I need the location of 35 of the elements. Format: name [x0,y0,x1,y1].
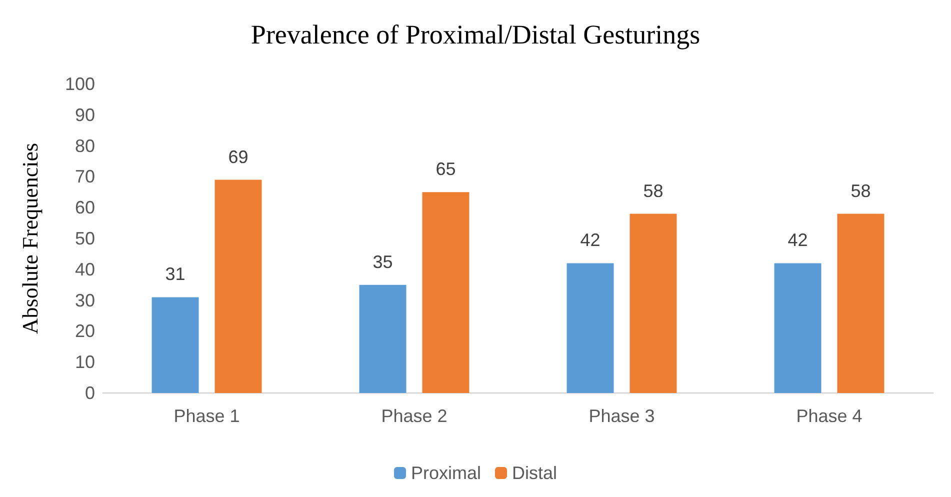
y-tick-label: 100 [64,74,95,94]
x-tick-label: Phase 3 [588,406,655,426]
y-tick-label: 0 [84,383,95,403]
chart-title: Prevalence of Proximal/Distal Gesturings [250,20,700,50]
data-label: 58 [850,180,871,201]
y-tick-label: 40 [74,259,95,280]
bar [837,214,884,393]
x-tick-label: Phase 1 [174,406,240,426]
bar [566,263,614,393]
y-tick-label: 20 [74,321,95,342]
y-tick-label: 50 [74,228,95,248]
legend-label: Proximal [410,463,482,483]
y-axis-title: Absolute Frequencies [18,142,42,334]
y-tick-label: 80 [74,136,95,156]
bar [774,263,822,393]
data-label: 65 [436,159,456,180]
y-tick-label: 70 [74,166,95,187]
legend-label: Distal [512,463,558,483]
data-label: 58 [643,180,664,201]
x-tick-label: Phase 4 [796,406,862,426]
y-tick-label: 90 [74,104,95,125]
bar [630,214,677,393]
bar [422,192,470,393]
y-tick-label: 30 [74,290,95,310]
x-tick-label: Phase 2 [381,406,448,426]
y-tick-label: 10 [74,352,95,372]
data-label: 69 [228,146,248,167]
data-label: 42 [788,230,808,250]
y-tick-label: 60 [74,198,95,218]
data-label: 35 [372,252,393,272]
data-label: 42 [580,230,600,250]
bar [359,284,406,393]
bar [214,180,262,393]
data-label: 31 [165,264,186,284]
bar [152,297,199,393]
